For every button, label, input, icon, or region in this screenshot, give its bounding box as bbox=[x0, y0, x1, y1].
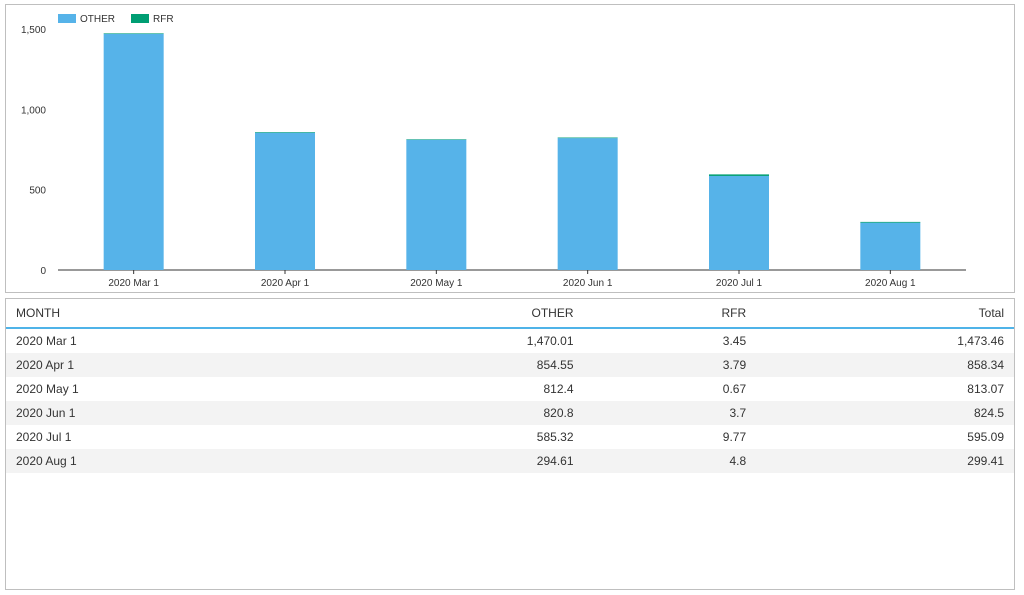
bar-other bbox=[860, 222, 921, 270]
cell-rfr: 9.77 bbox=[722, 430, 747, 444]
cell-rfr: 3.79 bbox=[583, 353, 757, 377]
table-row: 2020 May 1 812.4 0.67 813.07 bbox=[6, 377, 1014, 401]
cell-total: 1,473.46 bbox=[957, 334, 1004, 348]
cell-rfr: 3.7 bbox=[583, 401, 757, 425]
bar-other bbox=[103, 33, 164, 271]
cell-other: 1,470.01 bbox=[526, 334, 574, 348]
legend-swatch-rfr bbox=[131, 14, 149, 23]
legend-label-other: OTHER bbox=[80, 14, 115, 25]
legend-swatch-other bbox=[58, 14, 76, 23]
table-row: 2020 Mar 1 1,470.01 3.45 1,473.46 bbox=[6, 328, 1014, 353]
stacked-bar-chart: 0 500 1,000 1,500 2020 Mar 1 2020 Apr 1 2020 M… bbox=[21, 14, 966, 289]
table-panel: MONTH OTHER RFR Total 2020 Mar 1 1,470.0… bbox=[5, 298, 1015, 590]
cell-total: 813.07 bbox=[967, 382, 1004, 396]
bar-rfr bbox=[557, 137, 618, 139]
bar-other bbox=[709, 175, 769, 270]
cell-month: 2020 Apr 1 bbox=[6, 353, 326, 377]
cell-other: 294.61 bbox=[325, 449, 584, 473]
cell-rfr: 4.8 bbox=[583, 449, 757, 473]
legend-label-rfr: RFR bbox=[153, 14, 174, 25]
cell-other: 820.8 bbox=[325, 401, 584, 425]
bar-rfr bbox=[103, 33, 164, 34]
table-row: 2020 Jun 1 820.8 3.7 824.5 bbox=[6, 401, 1014, 425]
cell-rfr: 3.45 bbox=[722, 334, 747, 348]
bar-rfr bbox=[860, 221, 921, 223]
y-tick-label: 500 bbox=[29, 186, 46, 197]
cell-month: 2020 Mar 1 bbox=[16, 334, 77, 348]
data-table: MONTH OTHER RFR Total 2020 Mar 1 1,470.0… bbox=[6, 299, 1014, 473]
table-row: 2020 Apr 1 854.55 3.79 858.34 bbox=[6, 353, 1014, 377]
x-tick-label: 2020 Jun 1 bbox=[563, 278, 613, 289]
bar-rfr bbox=[255, 132, 315, 133]
column-header-rfr[interactable]: RFR bbox=[583, 299, 757, 329]
cell-total: 299.41 bbox=[756, 449, 1014, 473]
cell-other: 812.4 bbox=[543, 382, 574, 396]
x-tick-label: 2020 Aug 1 bbox=[865, 278, 916, 289]
x-tick-label: 2020 Jul 1 bbox=[716, 278, 763, 289]
bar-other bbox=[255, 132, 315, 270]
x-tick-label: 2020 Mar 1 bbox=[108, 278, 159, 289]
bar-other bbox=[557, 138, 618, 270]
cell-month: 2020 May 1 bbox=[16, 382, 79, 396]
table-row: 2020 Aug 1 294.61 4.8 299.41 bbox=[6, 449, 1014, 473]
bar-rfr bbox=[406, 139, 467, 140]
cell-total: 595.09 bbox=[967, 430, 1004, 444]
column-header-other[interactable]: OTHER bbox=[325, 299, 584, 329]
y-tick-label: 1,500 bbox=[21, 25, 46, 36]
cell-month: 2020 Jun 1 bbox=[6, 401, 326, 425]
column-header-month[interactable]: MONTH bbox=[6, 299, 326, 329]
table-row: 2020 Jul 1 585.32 9.77 595.09 bbox=[6, 425, 1014, 449]
cell-total: 824.5 bbox=[756, 401, 1014, 425]
y-tick-label: 0 bbox=[40, 266, 46, 277]
bar-rfr bbox=[709, 174, 769, 176]
x-tick-label: 2020 Apr 1 bbox=[261, 278, 310, 289]
cell-other: 585.32 bbox=[536, 430, 574, 444]
column-header-total[interactable]: Total bbox=[756, 299, 1014, 329]
chart-panel: 0 500 1,000 1,500 2020 Mar 1 2020 Apr 1 2020 M… bbox=[5, 4, 1015, 293]
cell-month: 2020 Aug 1 bbox=[6, 449, 326, 473]
cell-rfr: 0.67 bbox=[722, 382, 747, 396]
cell-other: 854.55 bbox=[325, 353, 584, 377]
table-header-row: MONTH OTHER RFR Total bbox=[6, 299, 1014, 329]
y-tick-label: 1,000 bbox=[21, 105, 46, 116]
bar-other bbox=[406, 139, 467, 270]
cell-month: 2020 Jul 1 bbox=[16, 430, 72, 444]
x-tick-label: 2020 May 1 bbox=[410, 278, 463, 289]
cell-total: 858.34 bbox=[756, 353, 1014, 377]
